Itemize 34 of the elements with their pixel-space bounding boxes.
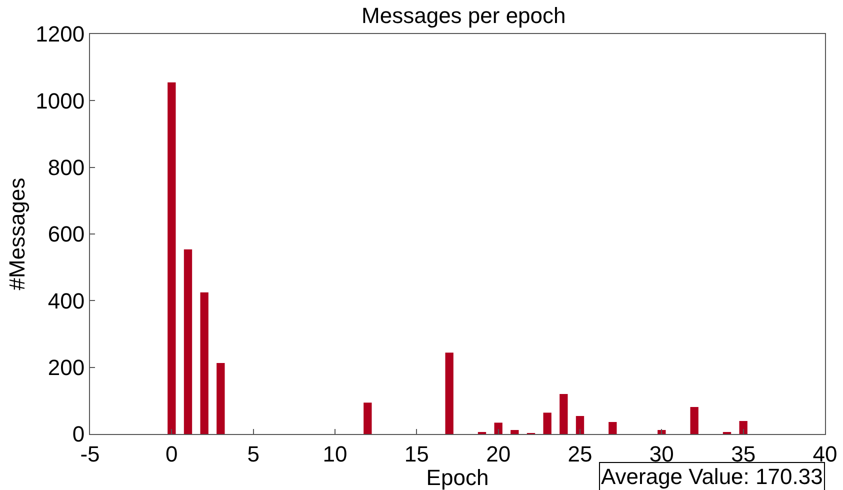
bar xyxy=(560,394,568,434)
bar xyxy=(445,352,454,434)
bar xyxy=(510,430,519,434)
chart-title: Messages per epoch xyxy=(362,2,566,28)
bar xyxy=(658,430,666,434)
text: Average Value: 170.33 xyxy=(601,464,823,489)
x-tick-label: 35 xyxy=(731,441,756,466)
y-tick-label: 400 xyxy=(48,288,85,314)
bar xyxy=(364,402,372,434)
x-tick-label: 20 xyxy=(486,441,511,466)
y-tick-label: 800 xyxy=(48,155,85,180)
bar xyxy=(200,292,208,434)
x-tick-label: 40 xyxy=(812,441,838,466)
x-tick-label: 30 xyxy=(649,441,674,466)
y-tick-label: 600 xyxy=(48,222,85,247)
bar xyxy=(739,421,748,434)
bar xyxy=(608,422,617,434)
bar xyxy=(576,416,584,434)
y-tick-label: 1200 xyxy=(36,22,85,47)
bar xyxy=(543,412,552,434)
bar xyxy=(184,249,192,434)
y-tick-label: 1000 xyxy=(36,88,85,114)
y-axis-title: #Messages xyxy=(4,178,30,290)
x-axis-title: Epoch xyxy=(426,465,489,490)
bar xyxy=(168,82,176,434)
x-tick-label: 25 xyxy=(568,441,592,466)
bar xyxy=(690,407,698,434)
bar xyxy=(216,363,225,434)
y-tick-label: 200 xyxy=(48,355,85,380)
x-tick-label: 15 xyxy=(404,441,429,466)
bar xyxy=(494,422,502,434)
x-tick-label: 5 xyxy=(247,441,260,466)
x-tick-label: 10 xyxy=(322,441,348,466)
x-tick-label: 0 xyxy=(166,441,178,466)
